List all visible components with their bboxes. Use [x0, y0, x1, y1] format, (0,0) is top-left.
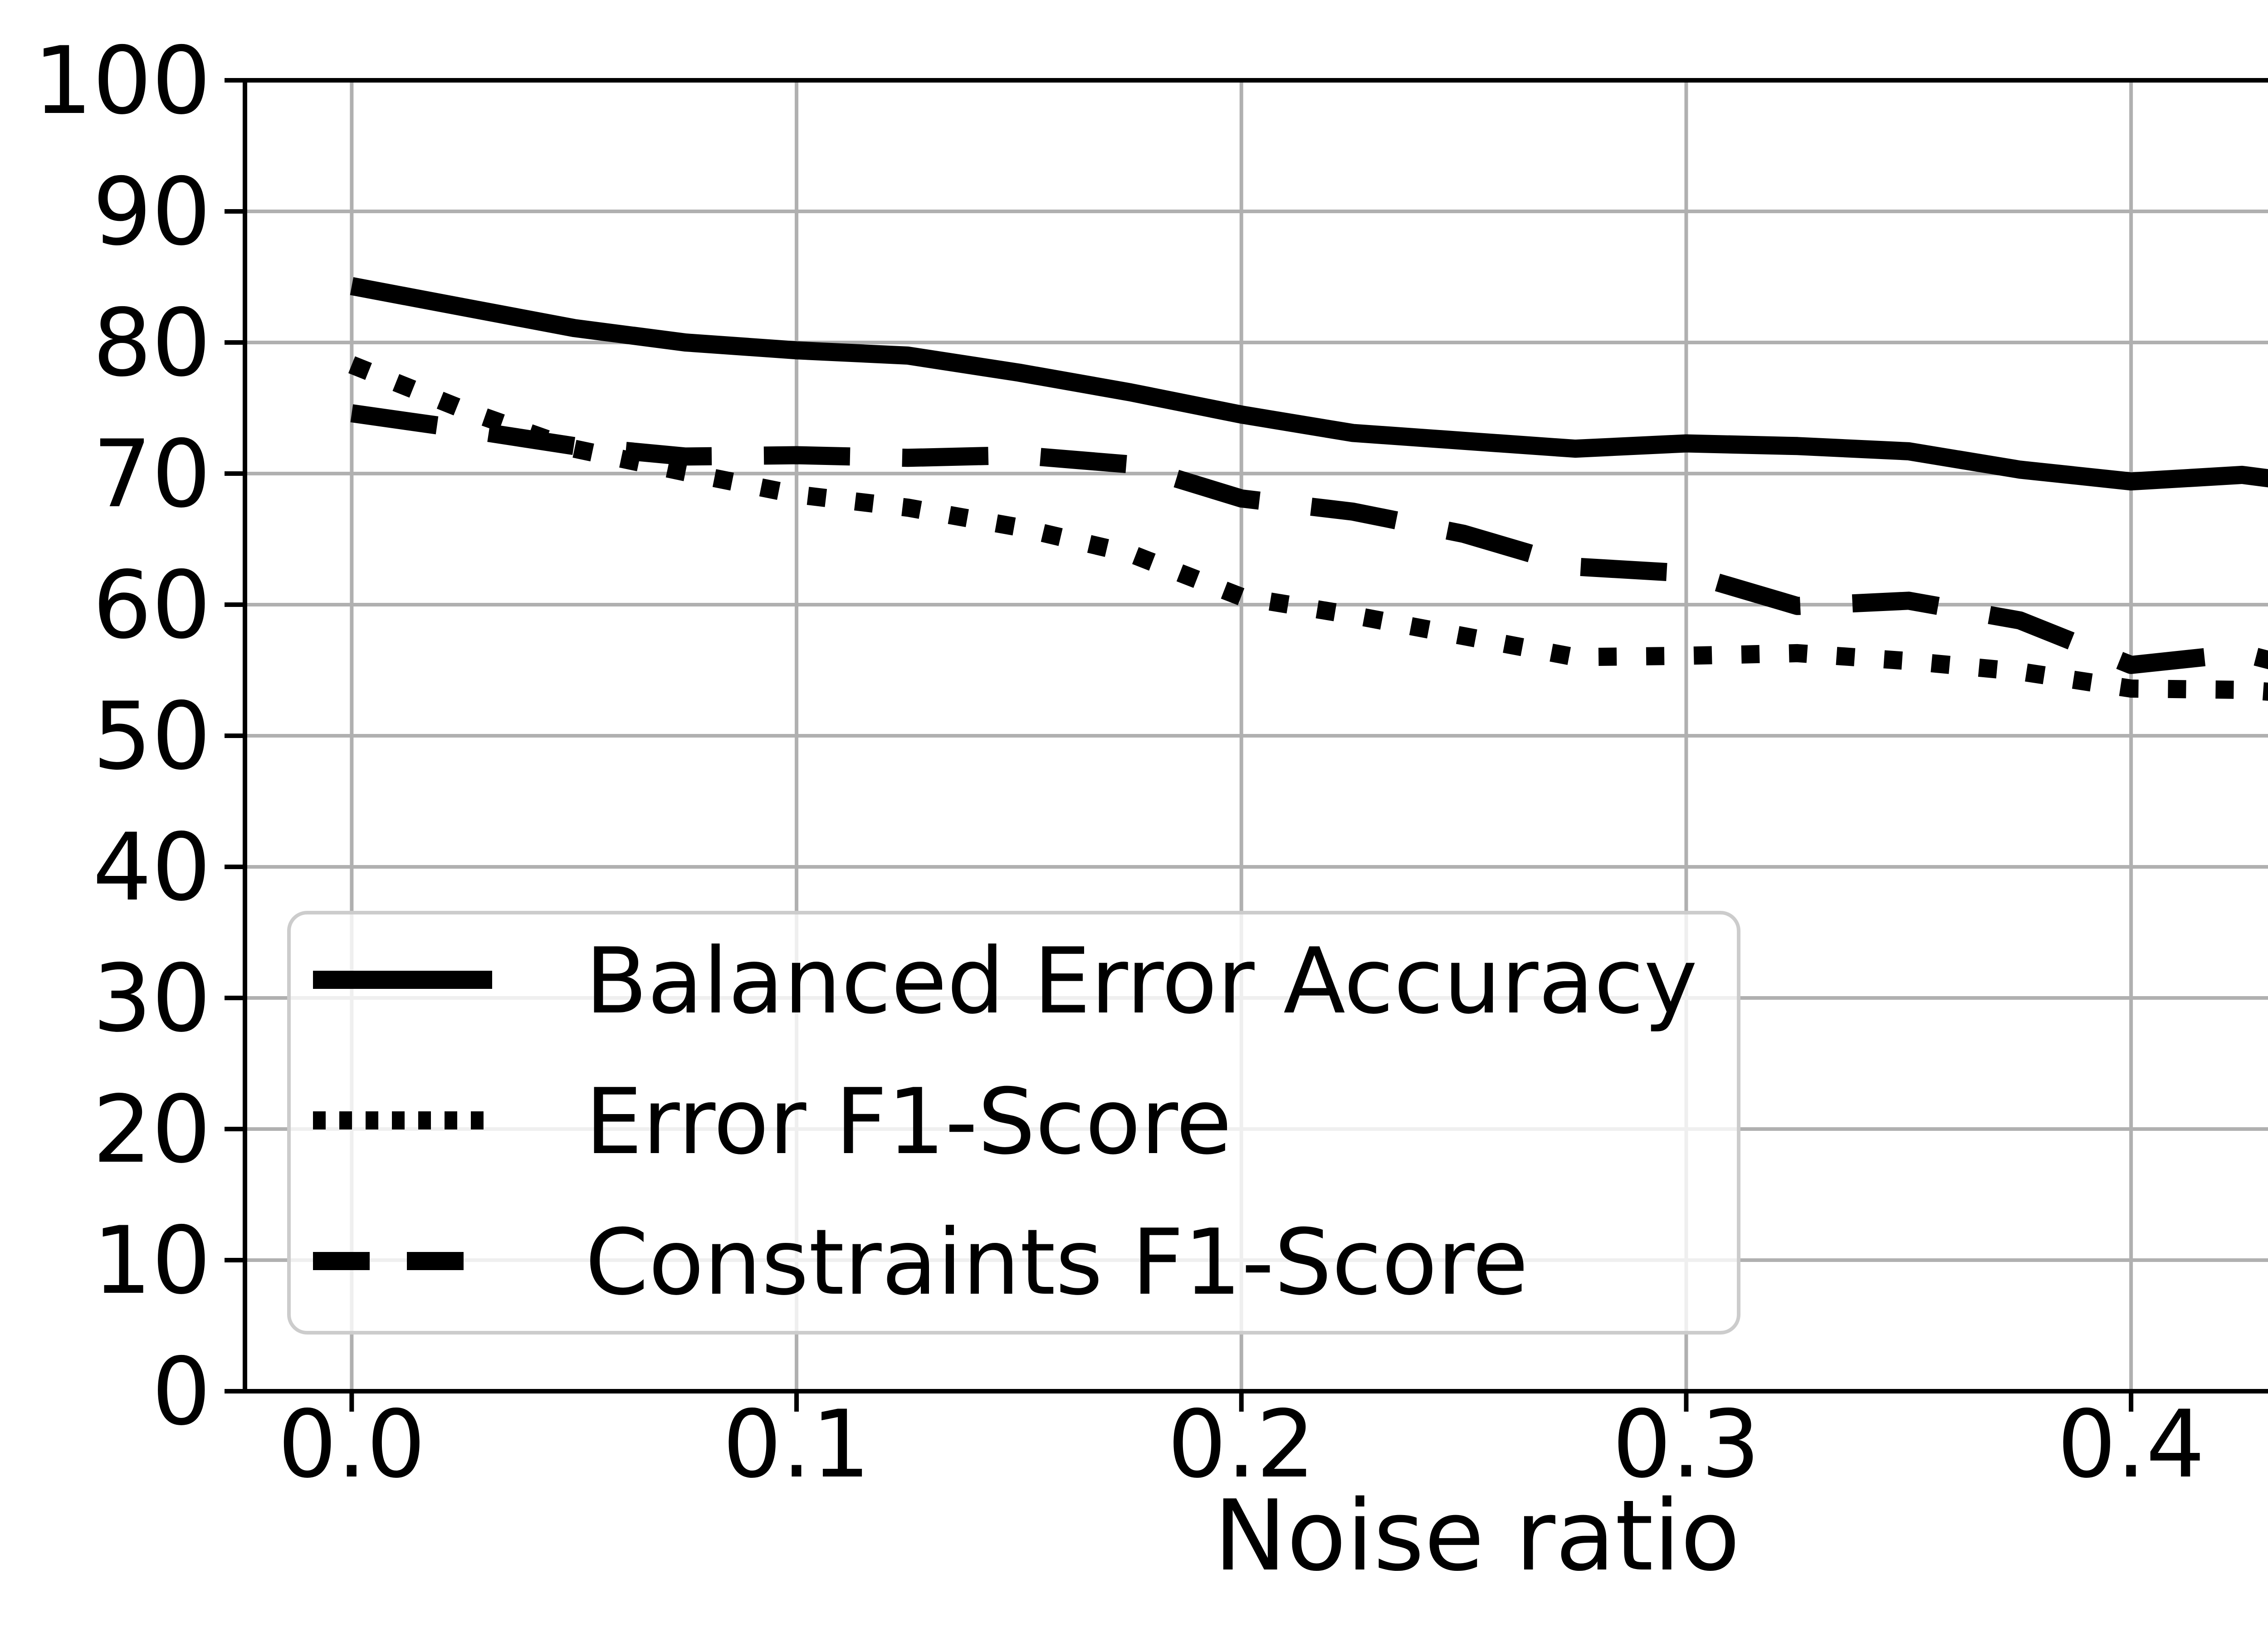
y-tick-label: 100	[34, 27, 211, 135]
x-tick-label: 0.3	[1612, 1391, 1760, 1499]
series-line-balanced-error-accuracy	[350, 277, 2268, 491]
y-tick-label: 60	[93, 552, 211, 660]
y-tick-label: 90	[93, 158, 211, 266]
x-tick-label: 0.0	[278, 1391, 425, 1499]
tick-layer: 0.00.10.20.30.40.50102030405060708090100	[34, 27, 2205, 1499]
legend-label-balanced-error-accuracy: Balanced Error Accuracy	[585, 929, 1697, 1034]
y-tick-label: 10	[93, 1207, 211, 1315]
y-tick-label: 80	[93, 289, 211, 397]
legend: Balanced Error Accuracy Error F1-Score C…	[287, 911, 1740, 1335]
legend-label-constraints-f1-score: Constraints F1-Score	[585, 1210, 1528, 1315]
y-tick-label: 0	[152, 1338, 211, 1446]
y-tick-label: 40	[93, 814, 211, 922]
y-tick-label: 30	[93, 945, 211, 1053]
x-tick-label: 0.2	[1168, 1391, 1315, 1499]
series-layer	[348, 277, 2268, 701]
y-tick-label: 20	[93, 1076, 211, 1184]
y-tick-label: 50	[93, 683, 211, 791]
x-tick-label: 0.1	[723, 1391, 870, 1499]
series-line-error-f1-score	[348, 356, 2268, 701]
x-tick-label: 0.4	[2057, 1391, 2205, 1499]
x-axis-label: Noise ratio	[1214, 1479, 1740, 1593]
legend-label-error-f1-score: Error F1-Score	[585, 1069, 1232, 1175]
series-line-constraints-f1-score	[350, 404, 2268, 674]
legend-box	[287, 911, 1740, 1335]
y-tick-label: 70	[93, 420, 211, 528]
